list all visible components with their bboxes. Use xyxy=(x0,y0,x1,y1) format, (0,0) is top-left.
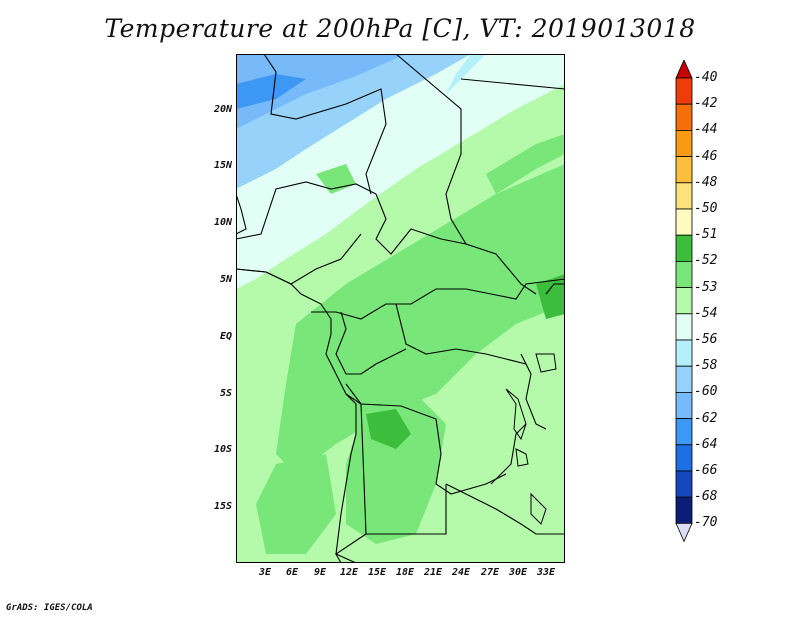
colorbar-tick-label: -62 xyxy=(694,410,718,426)
colorbar-tick-label: -42 xyxy=(694,96,718,112)
colorbar-tick-label: -58 xyxy=(694,358,718,374)
colorbar-max-arrow xyxy=(675,60,693,79)
grads-credit: GrADS: IGES/COLA xyxy=(6,603,93,613)
lon-label-3e: 3E xyxy=(258,567,272,578)
colorbar-tick-label: -53 xyxy=(694,279,718,295)
field-band-53-d xyxy=(486,134,565,194)
colorbar-segment xyxy=(675,418,693,446)
map-panel xyxy=(236,54,565,563)
colorbar-tick-label: -54 xyxy=(694,305,718,321)
colorbar-segment xyxy=(675,182,693,210)
colorbar xyxy=(675,60,693,543)
colorbar-tick-label: -66 xyxy=(694,463,718,478)
lon-label-33e: 33E xyxy=(536,567,556,578)
lon-label-24e: 24E xyxy=(451,567,471,578)
lon-label-21e: 21E xyxy=(423,567,443,578)
lon-label-18e: 18E xyxy=(395,567,415,578)
colorbar-tick-label: -52 xyxy=(694,253,718,269)
colorbar-segment xyxy=(675,130,693,158)
field-band-52-b xyxy=(536,274,565,319)
lat-label-eq: EQ xyxy=(219,331,232,342)
field-band-53-c xyxy=(256,454,336,554)
colorbar-tick-label: -51 xyxy=(694,227,718,243)
lat-label-15n: 15N xyxy=(213,160,232,171)
lat-label-10n: 10N xyxy=(213,217,232,228)
colorbar-tick-label: -56 xyxy=(694,332,718,347)
lat-label-5s: 5S xyxy=(219,388,232,399)
lon-label-27e: 27E xyxy=(480,567,500,578)
lon-label-15e: 15E xyxy=(367,567,387,578)
colorbar-segment xyxy=(675,391,693,419)
lat-label-15s: 15S xyxy=(213,501,232,512)
colorbar-tick-label: -70 xyxy=(694,515,718,531)
lon-label-30e: 30E xyxy=(508,567,528,578)
field-colder-north xyxy=(236,54,406,129)
field-coldest-patch xyxy=(236,74,306,109)
temperature-map xyxy=(236,54,565,563)
chart-title: Temperature at 200hPa [C], VT: 201901301… xyxy=(104,14,696,43)
colorbar-segment xyxy=(675,156,693,184)
colorbar-segment xyxy=(675,313,693,341)
lat-label-5n: 5N xyxy=(219,274,232,285)
lon-label-12e: 12E xyxy=(339,567,359,578)
colorbar-tick-label: -48 xyxy=(694,174,718,190)
colorbar-segment xyxy=(675,444,693,472)
colorbar-tick-label: -50 xyxy=(694,201,718,216)
field-band-52-a xyxy=(366,409,411,449)
colorbar-segment xyxy=(675,208,693,236)
lakes xyxy=(505,353,557,525)
field-band-56 xyxy=(236,54,565,289)
lon-label-9e: 9E xyxy=(313,567,327,578)
colorbar-tick-label: -64 xyxy=(694,436,718,452)
map-frame xyxy=(236,54,565,563)
colorbar-segment xyxy=(675,260,693,288)
lat-label-20n: 20N xyxy=(213,104,232,115)
colorbar-segment xyxy=(675,234,693,262)
field-band-58 xyxy=(446,54,486,94)
coastline xyxy=(236,193,357,563)
colorbar-segment xyxy=(675,496,693,524)
colorbar-segment xyxy=(675,77,693,105)
colorbar-min-arrow xyxy=(675,523,693,543)
colorbar-tick-label: -40 xyxy=(694,70,718,85)
colorbar-segment xyxy=(675,287,693,315)
colorbar-tick-label: -46 xyxy=(694,148,718,164)
colorbar-segment xyxy=(675,365,693,393)
colorbar-tick-label: -44 xyxy=(694,122,718,138)
colorbar-segment xyxy=(675,470,693,498)
colorbar-segment xyxy=(675,339,693,367)
colorbar-tick-label: -60 xyxy=(694,384,718,400)
lon-label-6e: 6E xyxy=(285,567,299,578)
colorbar-tick-label: -68 xyxy=(694,489,718,505)
lat-label-10s: 10S xyxy=(213,444,232,455)
colorbar-segment xyxy=(675,103,693,131)
